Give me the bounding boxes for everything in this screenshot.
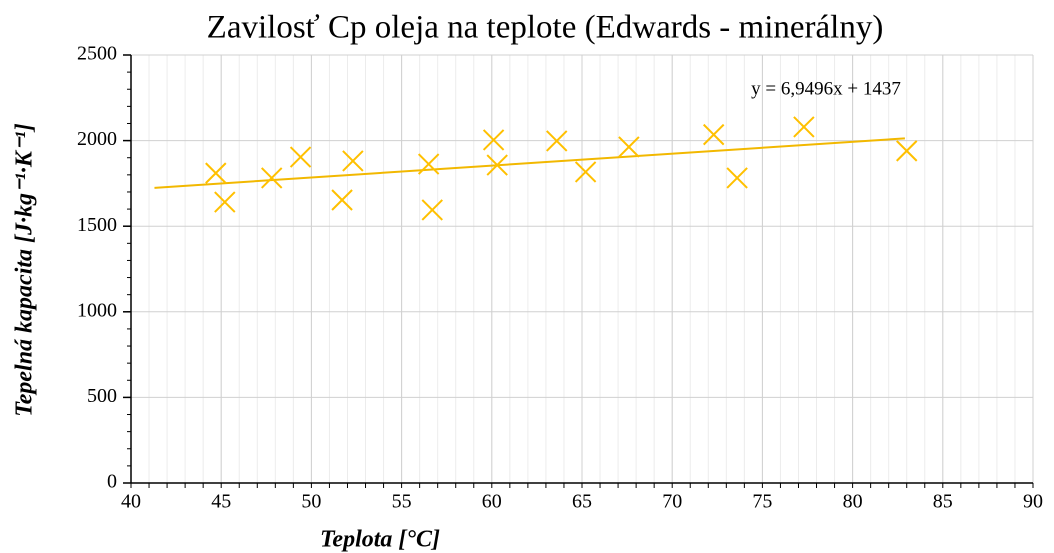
x-axis-label: Teplota [°C] bbox=[320, 527, 440, 553]
y-tick-label: 2000 bbox=[77, 128, 117, 150]
point bbox=[342, 150, 364, 172]
trendline-label: y = 6,9496x + 1437 bbox=[751, 78, 901, 99]
point bbox=[417, 153, 440, 175]
point bbox=[618, 136, 640, 158]
trendline bbox=[154, 137, 905, 189]
point bbox=[574, 161, 597, 183]
point bbox=[486, 154, 508, 176]
x-tick-label: 65 bbox=[572, 491, 592, 513]
x-tick-label: 60 bbox=[482, 491, 502, 513]
x-tick-label: 75 bbox=[752, 491, 772, 513]
point bbox=[482, 129, 505, 151]
point bbox=[896, 140, 918, 162]
x-tick-label: 40 bbox=[121, 491, 141, 513]
y-tick-label: 1500 bbox=[77, 214, 117, 236]
point bbox=[546, 130, 568, 152]
point bbox=[214, 191, 236, 213]
point bbox=[726, 167, 748, 189]
y-tick-label: 500 bbox=[87, 385, 117, 407]
y-axis-label: Tepelná kapacita [J·kg⁻¹·K⁻¹] bbox=[12, 123, 38, 416]
point bbox=[331, 189, 353, 211]
x-tick-label: 55 bbox=[392, 491, 412, 513]
x-tick-label: 50 bbox=[301, 491, 321, 513]
x-tick-label: 80 bbox=[843, 491, 863, 513]
point bbox=[793, 116, 815, 138]
x-tick-label: 45 bbox=[211, 491, 231, 513]
x-tick-label: 70 bbox=[662, 491, 682, 513]
x-tick-label: 90 bbox=[1023, 491, 1043, 513]
chart-title: Zavilosť Cp oleja na teplote (Edwards - … bbox=[207, 10, 884, 46]
y-tick-label: 1000 bbox=[77, 299, 117, 321]
point bbox=[702, 123, 725, 146]
y-tick-label: 0 bbox=[107, 471, 117, 493]
y-tick-label: 2500 bbox=[77, 43, 117, 65]
point bbox=[289, 146, 312, 168]
point bbox=[205, 162, 227, 184]
point bbox=[421, 199, 443, 221]
x-tick-label: 85 bbox=[933, 491, 953, 513]
point bbox=[261, 167, 283, 189]
